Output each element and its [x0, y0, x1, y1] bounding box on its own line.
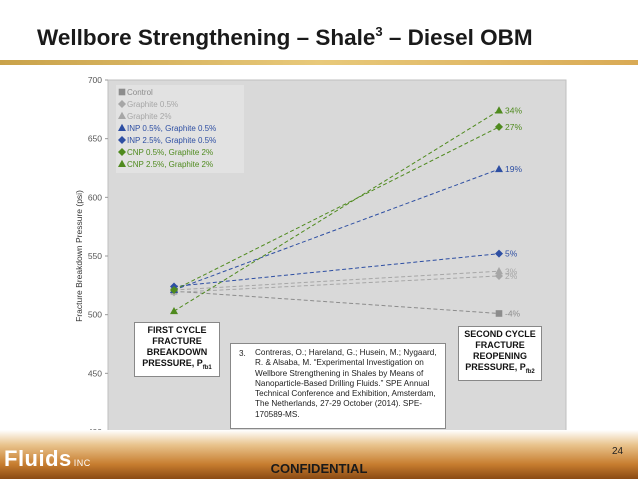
legend-entry: Graphite 0.5% [127, 100, 178, 109]
y-tick-label: 700 [88, 75, 102, 85]
series-line [173, 253, 500, 288]
legend-marker [118, 136, 126, 144]
legend-marker [118, 100, 126, 108]
legend-marker [118, 148, 126, 156]
legend-marker [118, 111, 126, 119]
series-line [173, 168, 500, 291]
legend-marker [118, 159, 126, 167]
data-point [495, 267, 503, 275]
legend-entry: CNP 0.5%, Graphite 2% [127, 148, 213, 157]
legend-marker [118, 88, 126, 96]
company-logo: Fluids INC [4, 446, 91, 471]
page-number: 24 [612, 446, 624, 457]
series-line [173, 290, 500, 314]
confidential-label: CONFIDENTIAL [270, 461, 368, 476]
legend-entry: CNP 2.5%, Graphite 2% [127, 160, 213, 169]
data-label: 34% [505, 106, 522, 116]
data-point [495, 164, 503, 173]
reference-number: 3. [239, 349, 246, 358]
slide-title: Wellbore Strengthening – Shale3 – Diesel… [37, 24, 533, 50]
legend-entry: Graphite 2% [127, 112, 171, 121]
data-point [495, 310, 503, 317]
second-cycle-label: SECOND CYCLE FRACTURE REOPENING PRESSURE… [458, 326, 542, 381]
data-point [495, 106, 503, 114]
data-label: 2% [505, 271, 518, 281]
reference-text: Contreras, O.; Hareland, G.; Husein, M.;… [255, 348, 437, 419]
data-label: 27% [505, 122, 522, 132]
series-line [173, 275, 500, 293]
y-axis-label: Fracture Breakdown Pressure (psi) [74, 190, 84, 322]
legend-marker [118, 123, 126, 131]
title-rule [0, 60, 638, 65]
legend-entry: INP 0.5%, Graphite 0.5% [127, 124, 216, 133]
reference-box: 3. Contreras, O.; Hareland, G.; Husein, … [230, 343, 446, 429]
y-tick-label: 600 [88, 192, 102, 202]
data-label: -4% [505, 308, 521, 318]
y-tick-label: 550 [88, 251, 102, 261]
data-label: 5% [505, 249, 518, 259]
legend-entry: Control [127, 88, 153, 97]
first-cycle-label: FIRST CYCLE FRACTURE BREAKDOWN PRESSURE,… [134, 322, 220, 377]
data-point [170, 306, 178, 315]
data-point [495, 122, 503, 131]
data-point [170, 286, 178, 295]
legend-entry: INP 2.5%, Graphite 0.5% [127, 136, 216, 145]
footer-band [0, 430, 638, 479]
y-tick-label: 500 [88, 310, 102, 320]
data-point [495, 249, 503, 258]
series-line [173, 110, 500, 312]
series-line [173, 126, 500, 291]
y-tick-label: 450 [88, 368, 102, 378]
data-label: 19% [505, 164, 522, 174]
legend-box [116, 85, 244, 173]
y-tick-label: 650 [88, 134, 102, 144]
series-line [173, 270, 500, 291]
data-label: 3% [505, 266, 518, 276]
